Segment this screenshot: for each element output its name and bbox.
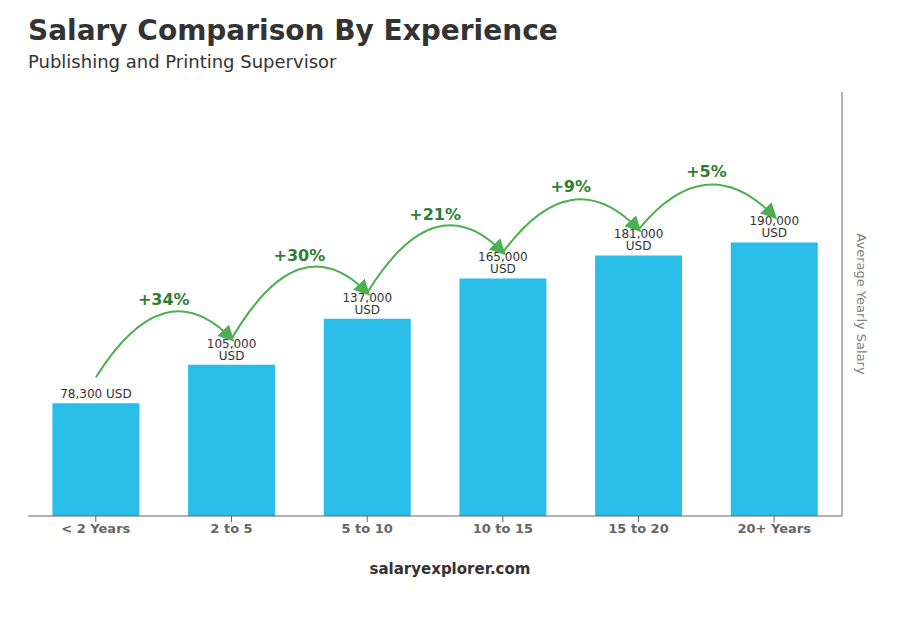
- html-text:salaryexplorer.com: salaryexplorer.com: [369, 560, 531, 578]
- svg-text:137,000USD: 137,000USD: [342, 291, 392, 317]
- svg-text:+34%: +34%: [138, 290, 190, 309]
- svg-text:165,000USD: 165,000USD: [478, 250, 528, 276]
- svg-text:2 to 5: 2 to 5: [210, 521, 252, 536]
- svg-text:10 to 15: 10 to 15: [473, 521, 533, 536]
- svg-text:< 2 Years: < 2 Years: [61, 521, 130, 536]
- svg-text:+21%: +21%: [409, 205, 461, 224]
- svg-text:+30%: +30%: [274, 246, 326, 265]
- svg-text:181,000USD: 181,000USD: [614, 227, 664, 253]
- svg-text:15 to 20: 15 to 20: [608, 521, 668, 536]
- svg-text:20+ Years: 20+ Years: [737, 521, 811, 536]
- svg-text:5 to 10: 5 to 10: [341, 521, 392, 536]
- svg-text:+9%: +9%: [550, 177, 591, 196]
- svg-text:78,300 USD: 78,300 USD: [60, 387, 131, 401]
- svg-text:+5%: +5%: [686, 162, 727, 181]
- svg-text:Average Yearly Salary: Average Yearly Salary: [854, 233, 869, 375]
- svg-text:105,000USD: 105,000USD: [207, 337, 257, 363]
- svg-text:190,000USD: 190,000USD: [749, 214, 799, 240]
- html-text:Publishing and Printing Superv: Publishing and Printing Supervisor: [28, 51, 337, 72]
- html-text:Salary Comparison By Experienc: Salary Comparison By Experience: [28, 14, 558, 47]
